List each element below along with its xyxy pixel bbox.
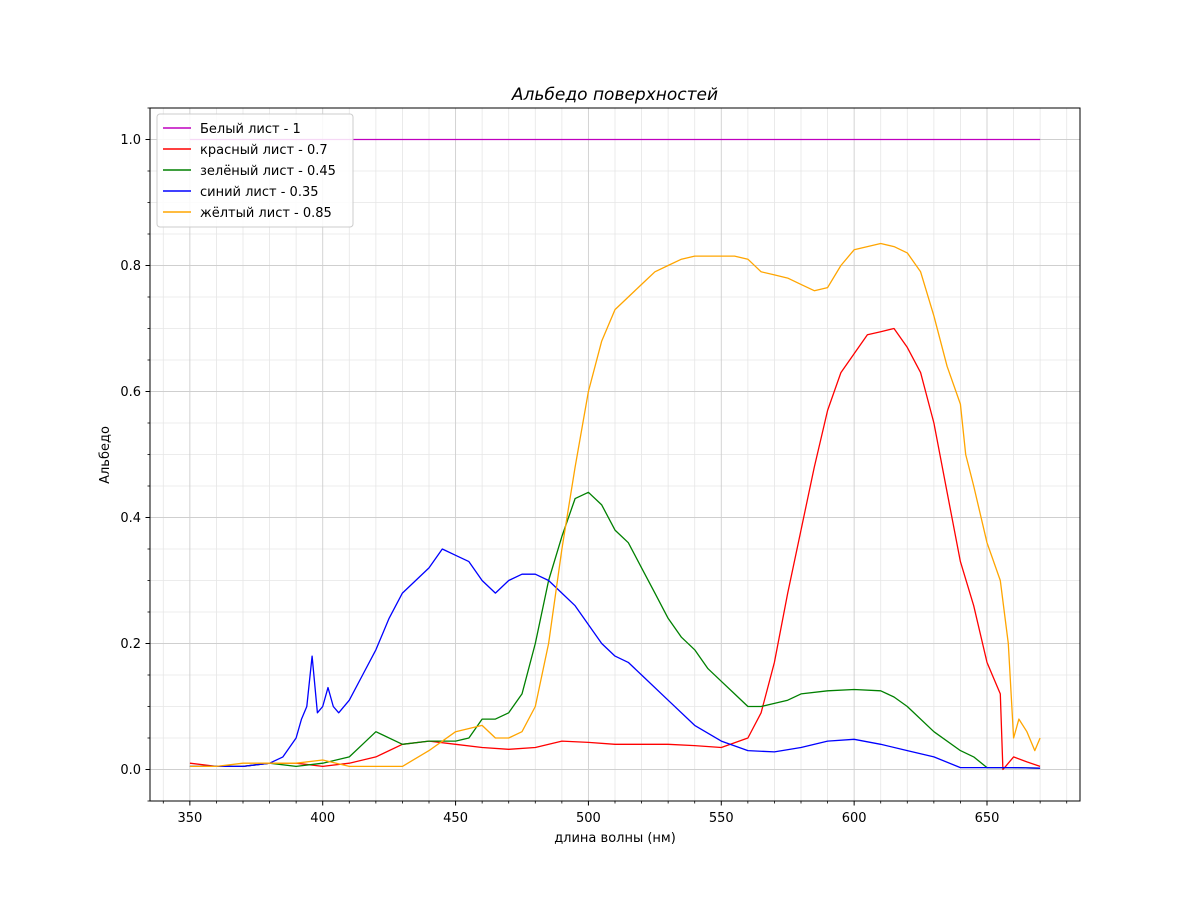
legend-label-2: зелёный лист - 0.45 (200, 164, 336, 179)
y-tick-label: 0.4 (120, 511, 141, 526)
legend-box (156, 113, 354, 228)
x-tick-label: 450 (443, 811, 468, 826)
y-tick-label: 0.6 (120, 385, 141, 400)
legend-label-0: Белый лист - 1 (200, 122, 301, 137)
x-tick-label: 550 (709, 811, 734, 826)
ticks-layer: 350 400 450 500 550 600 650 0.0 0.2 0.4 0.6 0.8 1.0 (120, 107, 1068, 826)
y-axis-label: Альбедо (98, 426, 113, 484)
y-tick-label: 1.0 (120, 133, 141, 148)
x-axis-label: длина волны (нм) (554, 831, 676, 846)
x-tick-label: 400 (310, 811, 335, 826)
chart-title: Альбедо поверхностей (511, 85, 718, 105)
legend-label-4: жёлтый лист - 0.85 (200, 206, 332, 221)
legend-label-1: красный лист - 0.7 (200, 143, 328, 158)
x-tick-label: 650 (975, 811, 1000, 826)
series-line-4 (189, 242, 1041, 768)
x-tick-label: 500 (576, 811, 601, 826)
legend: Белый лист - 1 красный лист - 0.7 зелёный … (156, 113, 354, 228)
series-line-1 (189, 327, 1041, 771)
x-tick-label: 350 (177, 811, 202, 826)
legend-label-3: синий лист - 0.35 (200, 185, 319, 200)
y-tick-label: 0.8 (120, 259, 141, 274)
y-tick-label: 0.0 (120, 763, 141, 778)
series-line-2 (189, 491, 1041, 769)
series-line-3 (189, 548, 1041, 769)
x-tick-label: 600 (842, 811, 867, 826)
y-tick-label: 0.2 (120, 637, 141, 652)
